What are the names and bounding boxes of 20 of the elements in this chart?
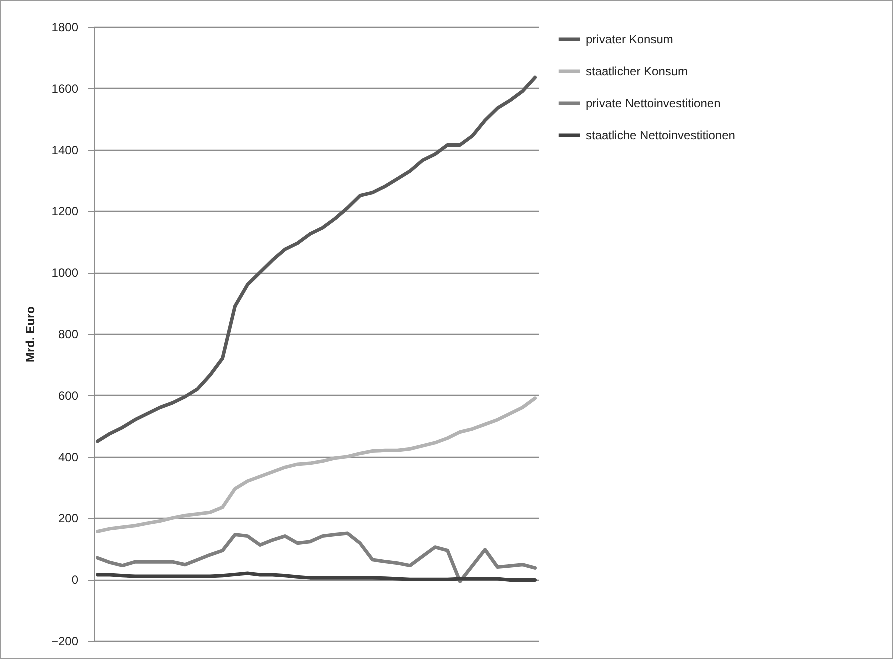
- y-tick-label: 200: [58, 512, 79, 526]
- legend-label: privater Konsum: [586, 32, 674, 46]
- y-tick-label: 1200: [52, 204, 79, 219]
- line-series: [96, 572, 537, 582]
- legend-label: staatliche Nettoinvestitionen: [586, 128, 736, 142]
- y-tick-label: −200: [51, 634, 79, 648]
- y-tick-label: 400: [58, 450, 79, 464]
- y-tick-label: 1000: [52, 266, 79, 280]
- line-series: [96, 532, 537, 584]
- line-series: [96, 76, 537, 444]
- y-axis-title: Mrd. Euro: [23, 306, 38, 362]
- line-series: [96, 396, 537, 534]
- y-tick-label: 1400: [52, 143, 79, 158]
- legend-label: staatlicher Konsum: [586, 64, 688, 78]
- y-tick-label: 600: [58, 388, 79, 403]
- y-tick-label: 1600: [52, 82, 79, 96]
- legend-label: private Nettoinvestitionen: [586, 96, 721, 110]
- y-tick-label: 0: [72, 573, 79, 588]
- y-tick-label: 800: [58, 328, 79, 342]
- y-tick-label: 1800: [52, 20, 79, 34]
